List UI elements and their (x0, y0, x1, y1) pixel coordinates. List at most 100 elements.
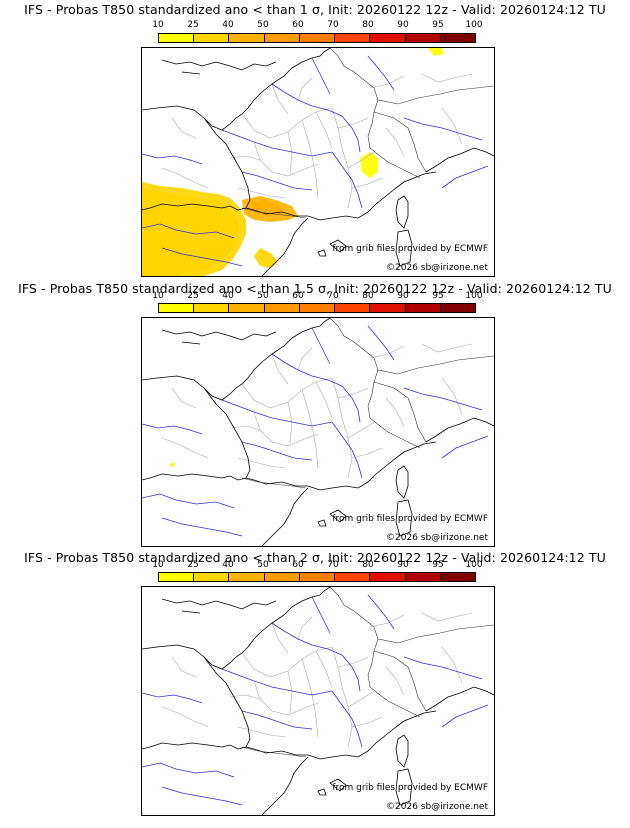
admin-boundary (161, 117, 209, 189)
map-graphic (142, 318, 494, 546)
probability-area (170, 462, 175, 467)
colorbar (158, 572, 476, 582)
admin-boundary (421, 73, 473, 145)
river (441, 704, 489, 728)
probability-area (428, 48, 444, 56)
colorbar-segment (194, 573, 230, 581)
river (441, 165, 489, 189)
colorbar-tick-label: 10 (152, 560, 164, 570)
admin-boundary (271, 347, 313, 385)
river (271, 622, 343, 656)
map-area: from grib files provided by ECMWF ©2026 … (141, 47, 495, 277)
river (311, 327, 331, 365)
credit-copyright: ©2026 sb@irizone.net (386, 802, 488, 812)
admin-boundary (229, 155, 287, 199)
admin-boundary (161, 387, 209, 459)
coastline (261, 487, 309, 546)
credit-source: from grib files provided by ECMWF (332, 783, 488, 793)
credit-source: from grib files provided by ECMWF (332, 244, 488, 254)
colorbar-segment (159, 573, 195, 581)
river (241, 441, 313, 461)
admin-boundary (331, 377, 353, 479)
probability-area (360, 152, 378, 178)
colorbar-segment (335, 573, 371, 581)
admin-boundary (347, 421, 383, 459)
river (161, 517, 243, 537)
coastline (142, 48, 331, 131)
map-area: from grib files provided by ECMWF ©2026 … (141, 317, 495, 547)
colorbar-segment (264, 34, 300, 42)
river (341, 654, 361, 692)
colorbar-tick-label: 80 (362, 20, 374, 30)
country-border (373, 85, 494, 173)
coastline (425, 417, 494, 443)
river (441, 435, 489, 459)
admin-boundary (315, 650, 369, 688)
admin-boundary (287, 119, 319, 199)
colorbar-segment (299, 304, 336, 312)
colorbar-segment (405, 304, 441, 312)
river (241, 171, 313, 191)
colorbar-labels: 10 25 40 50 60 70 80 90 95 100 (152, 291, 482, 302)
river (241, 710, 313, 730)
colorbar-tick-label: 10 (152, 20, 164, 30)
country-border (241, 207, 307, 219)
colorbar-tick-label: 70 (327, 291, 339, 301)
colorbar (158, 303, 476, 313)
map-panel-3: IFS - Probas T850 standardized ano < tha… (0, 538, 630, 816)
admin-boundary (271, 616, 313, 654)
admin-boundary (347, 690, 383, 728)
admin-boundary (421, 612, 473, 684)
admin-boundary (315, 381, 369, 419)
colorbar (158, 33, 476, 43)
admin-boundary (161, 656, 209, 728)
map-panel-1: IFS - Probas T850 standardized ano < tha… (0, 0, 630, 277)
colorbar-segment (194, 34, 230, 42)
colorbar-segment (440, 34, 475, 42)
river (403, 656, 483, 680)
colorbar-segment (159, 304, 195, 312)
river (367, 325, 395, 361)
colorbar-segment (299, 34, 336, 42)
admin-boundary (271, 77, 313, 115)
colorbar-segment (335, 34, 371, 42)
river (161, 247, 243, 267)
probability-area (142, 182, 246, 276)
colorbar-tick-label: 70 (327, 560, 339, 570)
country-border (329, 318, 421, 449)
admin-boundary (253, 411, 319, 447)
credit-source: from grib files provided by ECMWF (332, 514, 488, 524)
panel-title: IFS - Probas T850 standardized ano < tha… (24, 2, 606, 17)
colorbar-tick-label: 90 (397, 291, 409, 301)
colorbar-tick-label: 40 (222, 20, 234, 30)
river (331, 151, 363, 209)
island (317, 509, 347, 527)
credit-copyright: ©2026 sb@irizone.net (386, 533, 488, 543)
coastline (142, 656, 251, 750)
colorbar-tick-label: 60 (292, 291, 304, 301)
colorbar-segment (229, 573, 265, 581)
coastline (425, 147, 494, 173)
colorbar-tick-label: 60 (292, 560, 304, 570)
river (221, 399, 333, 427)
country-border (373, 355, 494, 443)
admin-boundary (347, 151, 383, 189)
colorbar-tick-label: 80 (362, 560, 374, 570)
river (367, 55, 395, 91)
island (395, 195, 409, 229)
admin-boundary (287, 658, 319, 738)
colorbar-segment (299, 573, 336, 581)
admin-boundary (331, 107, 353, 209)
colorbar-tick-label: 25 (187, 291, 199, 301)
colorbar-tick-label: 100 (465, 291, 483, 301)
river (271, 83, 343, 117)
coastline (142, 587, 331, 670)
river (341, 385, 361, 423)
coastline (142, 387, 251, 481)
colorbar-tick-label: 25 (187, 20, 199, 30)
admin-boundary (287, 389, 319, 469)
country-border (373, 624, 494, 712)
colorbar-segment (440, 573, 475, 581)
colorbar-segment (264, 573, 300, 581)
river (221, 668, 333, 696)
